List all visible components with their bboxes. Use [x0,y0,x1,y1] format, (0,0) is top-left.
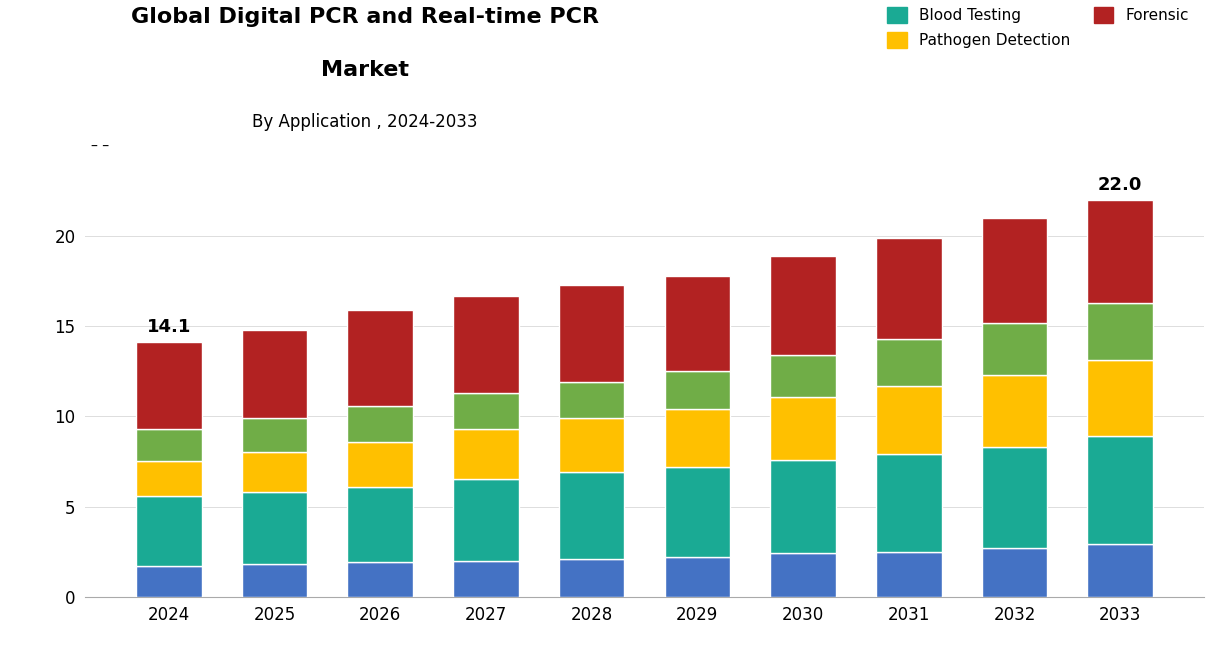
Bar [1087,436,1153,544]
Text: 14.1: 14.1 [147,318,191,336]
Legend: Oncology, Blood Testing, Pathogen Detection, Research, Forensic: Oncology, Blood Testing, Pathogen Detect… [888,0,1197,48]
Bar [559,382,624,418]
Bar [1087,544,1153,597]
Bar [1087,200,1153,303]
Bar [876,339,941,386]
Bar [770,554,835,597]
Bar [981,447,1047,548]
Bar [770,459,835,554]
Bar [242,330,308,418]
Text: – –: – – [91,139,109,153]
Bar [454,393,519,429]
Bar [665,409,730,467]
Bar [770,396,835,459]
Bar [454,479,519,561]
Bar [981,375,1047,447]
Bar [770,256,835,355]
Bar [665,371,730,409]
Bar [348,562,413,597]
Bar [242,564,308,597]
Bar [665,276,730,371]
Bar [559,472,624,559]
Text: By Application , 2024-2033: By Application , 2024-2033 [252,113,478,131]
Bar [242,492,308,564]
Bar [454,561,519,597]
Bar [770,355,835,396]
Bar [348,442,413,487]
Bar [348,310,413,406]
Bar [981,323,1047,375]
Bar [454,429,519,479]
Text: 22.0: 22.0 [1098,176,1142,194]
Bar [348,406,413,442]
Bar [981,548,1047,597]
Text: Global Digital PCR and Real-time PCR: Global Digital PCR and Real-time PCR [131,7,598,27]
Bar [348,487,413,562]
Bar [876,454,941,552]
Bar [242,452,308,492]
Bar [559,418,624,472]
Bar [559,559,624,597]
Bar [136,429,202,461]
Bar [876,238,941,339]
Bar [136,566,202,597]
Bar [981,218,1047,323]
Bar [559,284,624,382]
Bar [136,461,202,496]
Bar [1087,361,1153,436]
Bar [454,296,519,393]
Bar [136,342,202,429]
Bar [1087,303,1153,361]
Text: Market: Market [321,60,409,80]
Bar [876,552,941,597]
Bar [665,467,730,557]
Bar [876,386,941,454]
Bar [242,418,308,452]
Bar [136,496,202,566]
Bar [665,557,730,597]
